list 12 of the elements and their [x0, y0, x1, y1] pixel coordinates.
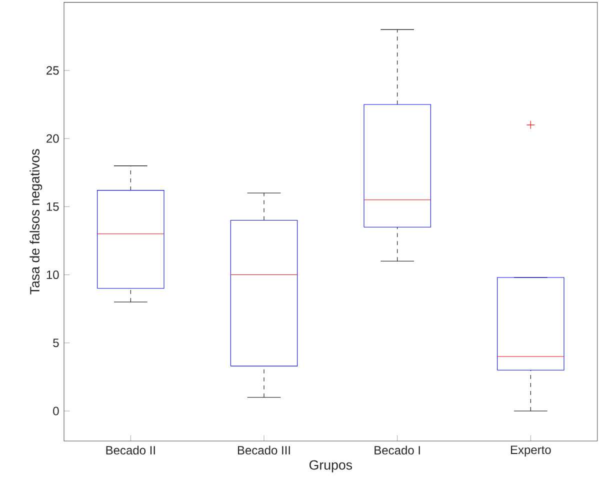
x-tick-label: Becado II: [106, 446, 155, 455]
y-tick-label: 5: [53, 338, 59, 348]
x-tick-label: Becado III: [238, 446, 290, 455]
y-tick-label: 10: [46, 270, 59, 280]
y-tick-label: 15: [46, 202, 59, 211]
y-tick-label: 20: [46, 134, 59, 143]
y-axis-title: Tasa de falsos negativos: [30, 149, 42, 294]
y-tick-label: 0: [53, 406, 59, 416]
x-axis-title: Grupos: [309, 460, 352, 472]
x-tick-label: Becado I: [374, 446, 420, 455]
y-tick-label: 25: [46, 66, 59, 75]
x-tick-label: Experto: [510, 446, 551, 456]
